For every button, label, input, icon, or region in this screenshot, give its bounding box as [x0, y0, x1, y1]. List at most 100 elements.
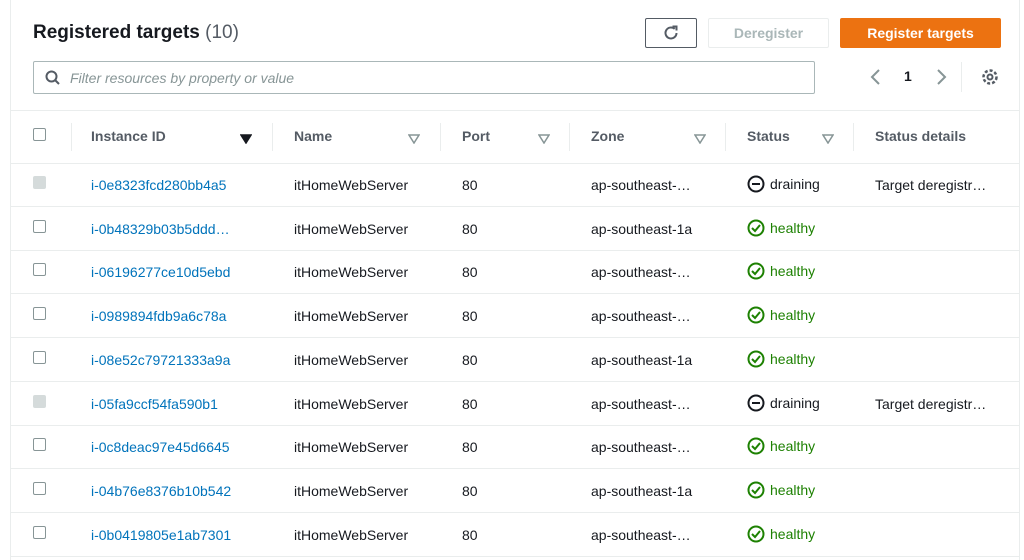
row-checkbox[interactable]: [33, 481, 46, 495]
deregister-button[interactable]: Deregister: [708, 18, 829, 48]
name: itHomeWebServer: [294, 395, 409, 412]
status-icon: [747, 262, 770, 280]
next-page[interactable]: [934, 68, 948, 86]
status: draining: [747, 394, 820, 412]
page-number[interactable]: 1: [904, 68, 912, 84]
search-box[interactable]: Filter resources by property or value: [33, 61, 815, 94]
zone: ap-southeast-1a: [591, 351, 693, 368]
table-row: i-0c8deac97e45d6645 itHomeWebServer 80 ap-s…: [11, 425, 1019, 470]
status-icon: [747, 394, 770, 411]
status-text: healthy: [770, 525, 816, 542]
instance-id[interactable]: i-08e52c79721333a9a: [91, 351, 231, 368]
column-header[interactable]: Status details: [875, 128, 967, 144]
status-icon: [747, 481, 770, 499]
status-text: healthy: [770, 438, 816, 455]
column-header[interactable]: Status: [747, 128, 790, 144]
table-row: i-04b76e8376b10b542 itHomeWebServer 80 ap-s…: [11, 469, 1019, 513]
status-text: healthy: [770, 350, 816, 367]
table-row: i-0989894fdb9a6c78a itHomeWebServer 80 ap-s…: [11, 294, 1019, 339]
divider: [961, 62, 962, 92]
zone: ap-southeast-…: [591, 177, 691, 193]
port: 80: [462, 439, 478, 456]
port: 80: [462, 395, 478, 412]
status-icon: [747, 175, 770, 193]
table-row: i-0b48329b03b5ddd… itHomeWebServer 80 ap-so…: [11, 207, 1019, 251]
count: (10): [205, 22, 239, 43]
port: 80: [462, 220, 478, 237]
port: 80: [462, 526, 478, 543]
status-icon: [747, 306, 770, 324]
table-row: i-05fa9ccf54fa590b1 itHomeWebServer 80 ap-s…: [11, 382, 1019, 426]
instance-id[interactable]: i-0989894fdb9a6c78a: [91, 308, 227, 325]
column-separator: [853, 123, 854, 151]
status-icon: [747, 437, 770, 455]
row-checkbox: [33, 394, 46, 408]
sort-icon: [821, 131, 835, 149]
select-all-checkbox[interactable]: [33, 128, 46, 141]
instance-id[interactable]: i-0b48329b03b5ddd…: [91, 220, 230, 237]
prev-page[interactable]: [869, 68, 883, 86]
status: healthy: [747, 306, 815, 324]
refresh-button[interactable]: [645, 18, 697, 48]
name: itHomeWebServer: [294, 526, 409, 543]
instance-id[interactable]: i-04b76e8376b10b542: [91, 482, 232, 499]
column-separator: [272, 123, 273, 151]
column-header[interactable]: Port: [462, 128, 490, 144]
instance-id[interactable]: i-0b0419805e1ab7301: [91, 526, 232, 543]
table-row: i-06196277ce10d5ebd itHomeWebServer 80 ap-s…: [11, 250, 1019, 295]
row-checkbox: [33, 176, 46, 189]
title-text: Registered targets: [33, 22, 200, 43]
status: draining: [747, 175, 820, 193]
name: itHomeWebServer: [294, 220, 409, 237]
status-text: healthy: [770, 307, 816, 324]
instance-id[interactable]: i-05fa9ccf54fa590b1: [91, 395, 218, 412]
row-checkbox[interactable]: [33, 525, 46, 539]
status-icon: [747, 219, 770, 237]
zone: ap-southeast-…: [591, 264, 691, 281]
instance-id[interactable]: i-0c8deac97e45d6645: [91, 439, 230, 456]
name: itHomeWebServer: [294, 351, 409, 368]
row-checkbox[interactable]: [33, 307, 46, 321]
status: healthy: [747, 350, 815, 368]
row-checkbox[interactable]: [33, 263, 46, 277]
status: healthy: [747, 525, 815, 543]
zone: ap-southeast-1a: [591, 482, 693, 499]
register-button[interactable]: Register targets: [840, 18, 1001, 48]
row-checkbox[interactable]: [33, 350, 46, 364]
column-header[interactable]: Name: [294, 128, 333, 144]
status-text: healthy: [770, 219, 816, 236]
zone: ap-southeast-1a: [591, 220, 693, 237]
name: itHomeWebServer: [294, 439, 409, 456]
table-row: i-0e8323fcd280bb4a5 itHomeWebServer 80 ap-s…: [11, 163, 1019, 207]
name: itHomeWebServer: [294, 308, 409, 325]
search-icon: [45, 70, 60, 85]
page: Registered targets (10) Deregister Regis…: [10, 0, 1020, 560]
zone: ap-southeast-…: [591, 439, 691, 456]
column-header[interactable]: Zone: [591, 128, 625, 144]
row-checkbox[interactable]: [33, 438, 46, 452]
instance-id[interactable]: i-0e8323fcd280bb4a5: [91, 177, 227, 193]
column-separator: [725, 123, 726, 151]
sort-icon: [407, 131, 421, 149]
title: Registered targets (10): [33, 22, 239, 44]
row-checkbox[interactable]: [33, 219, 46, 233]
port: 80: [462, 308, 478, 325]
settings-icon[interactable]: [980, 67, 1000, 87]
instance-id[interactable]: i-06196277ce10d5ebd: [91, 264, 231, 281]
status-text: healthy: [770, 263, 816, 280]
name: itHomeWebServer: [294, 177, 409, 193]
status-text: draining: [770, 176, 820, 192]
sort-icon: [693, 131, 707, 149]
status-icon: [747, 525, 770, 543]
status: healthy: [747, 219, 815, 237]
column-separator: [71, 123, 72, 151]
port: 80: [462, 264, 478, 281]
status-text: draining: [770, 394, 820, 411]
column-header[interactable]: Instance ID: [91, 128, 166, 144]
status: healthy: [747, 481, 815, 499]
port: 80: [462, 482, 478, 499]
port: 80: [462, 177, 478, 193]
status-details: Target deregistr…: [875, 395, 987, 412]
status: healthy: [747, 262, 815, 280]
status-details: Target deregistr…: [875, 177, 987, 193]
